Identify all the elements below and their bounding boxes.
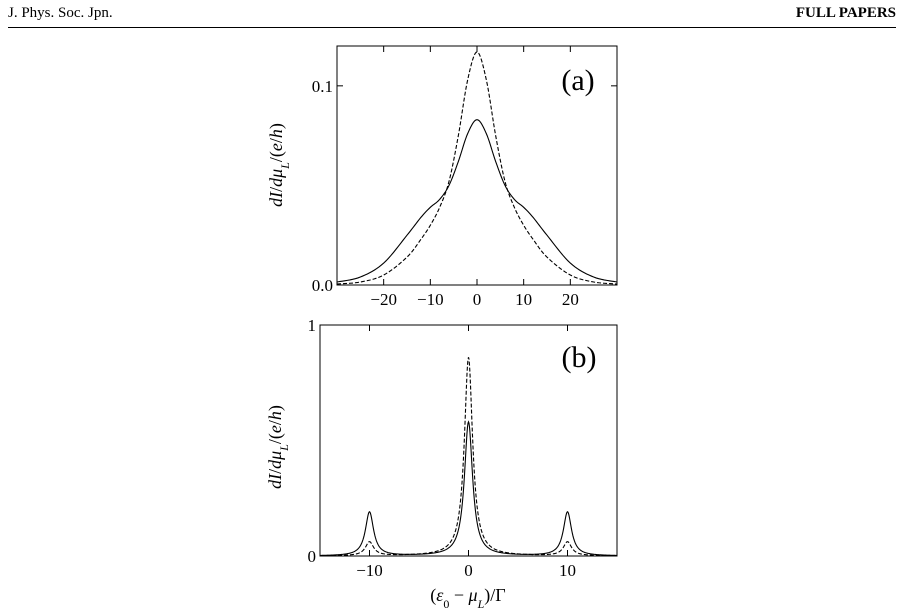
- panel-a-x-tick-label: −20: [370, 290, 397, 309]
- panel-b-series-dashed: [319, 357, 618, 557]
- panel-a-x-tick-label: 20: [562, 290, 579, 309]
- panel-b-x-axis-label: (ε0 − μL)/Γ: [430, 585, 505, 610]
- panel-a-y-tick-label: 0.0: [312, 276, 333, 295]
- panel-b-series-solid: [319, 420, 618, 556]
- panel-a-x-tick-label: 10: [515, 290, 532, 309]
- section-label: FULL PAPERS: [795, 5, 896, 21]
- panel-b-y-tick-label: 1: [308, 316, 317, 335]
- panel-b-x-tick-label: 0: [464, 561, 473, 580]
- panel-a-label: (a): [561, 64, 594, 97]
- panel-b-y-tick-label: 0: [308, 547, 317, 566]
- panel-a-x-tick-label: −10: [417, 290, 444, 309]
- panel-a: (a) dI/dμL/(e/h) −20 −10 0 10 20 0.0 0.1: [266, 45, 618, 309]
- panel-b: (b) dI/dμL/(e/h) (ε0 − μL)/Γ −10 0 10 0 1: [265, 316, 618, 610]
- journal-name: J. Phys. Soc. Jpn.: [8, 5, 113, 21]
- panel-b-y-axis-label: dI/dμL/(e/h): [265, 405, 291, 489]
- panel-b-x-tick-label: 10: [559, 561, 576, 580]
- panel-b-x-tick-label: −10: [356, 561, 383, 580]
- panel-b-label: (b): [562, 341, 597, 374]
- panel-a-series-dashed: [336, 51, 618, 285]
- panel-a-x-tick-label: 0: [473, 290, 482, 309]
- panel-a-series-solid: [336, 119, 618, 283]
- header-rule: [8, 27, 896, 28]
- panel-a-y-tick-label: 0.1: [312, 77, 333, 96]
- panel-a-y-axis-label: dI/dμL/(e/h): [266, 123, 292, 207]
